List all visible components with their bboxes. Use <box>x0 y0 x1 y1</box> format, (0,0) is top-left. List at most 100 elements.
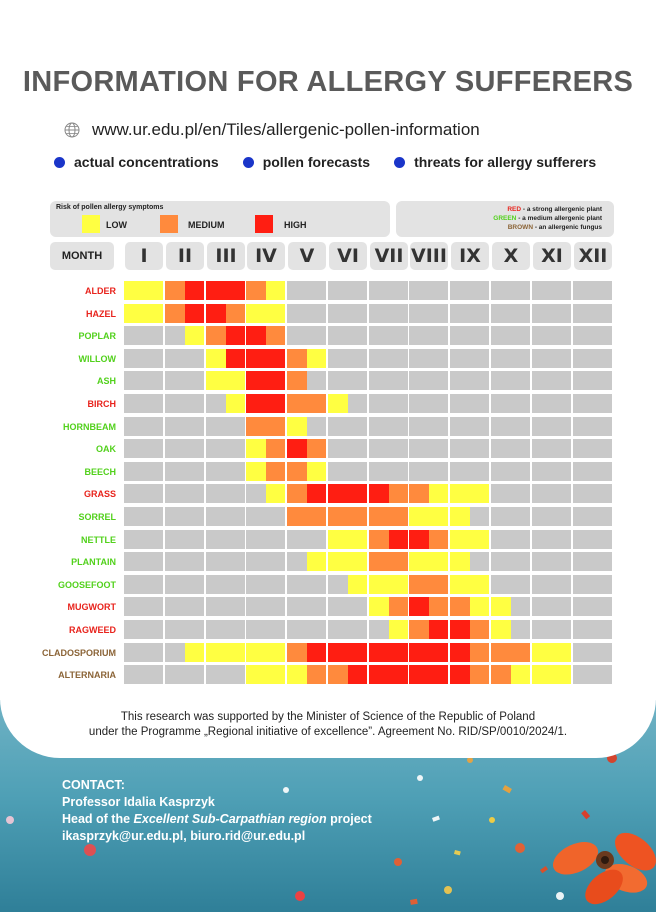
risk-cell <box>144 439 163 458</box>
risk-cell <box>266 507 285 526</box>
risk-cell <box>450 643 470 662</box>
risk-cell <box>266 462 285 481</box>
risk-cell <box>552 552 571 571</box>
risk-cell <box>287 507 307 526</box>
risk-cell <box>450 575 470 594</box>
risk-cell <box>429 326 448 345</box>
contact-emails[interactable]: ikasprzyk@ur.edu.pl, biuro.rid@ur.edu.pl <box>62 829 306 843</box>
risk-cell <box>348 597 367 616</box>
risk-cell <box>389 552 408 571</box>
risk-cell <box>491 417 511 436</box>
month-VI: VI <box>329 242 367 270</box>
risk-cell <box>511 462 530 481</box>
risk-cell <box>511 281 530 300</box>
pollen-label: ALTERNARIA <box>58 670 116 680</box>
link-pollen-forecasts[interactable]: pollen forecasts <box>242 154 370 170</box>
contact-heading: CONTACT: <box>62 778 125 792</box>
risk-cell <box>124 530 144 549</box>
risk-cell <box>287 597 307 616</box>
risk-cell <box>307 530 326 549</box>
website-row[interactable]: www.ur.edu.pl/en/Tiles/allergenic-pollen… <box>64 118 480 142</box>
link-actual-concentrations[interactable]: actual concentrations <box>54 154 219 170</box>
pollen-label: HAZEL <box>86 309 116 319</box>
risk-cell <box>124 643 144 662</box>
risk-cell <box>389 665 408 684</box>
risk-cell <box>348 326 367 345</box>
risk-cell <box>165 281 185 300</box>
pollen-label: BEECH <box>84 467 116 477</box>
risk-cell <box>450 304 470 323</box>
risk-cell <box>573 349 593 368</box>
risk-cell <box>429 349 448 368</box>
risk-cell <box>287 643 307 662</box>
risk-cell <box>165 371 185 390</box>
risk-cell <box>307 507 326 526</box>
risk-cell <box>593 552 612 571</box>
website-url[interactable]: www.ur.edu.pl/en/Tiles/allergenic-pollen… <box>92 120 480 139</box>
risk-cell <box>389 349 408 368</box>
risk-cell <box>593 507 612 526</box>
risk-cell <box>124 575 144 594</box>
risk-cell <box>593 620 612 639</box>
risk-cell <box>491 462 511 481</box>
risk-cell <box>144 394 163 413</box>
risk-cell <box>348 462 367 481</box>
risk-cell <box>369 417 389 436</box>
risk-cell <box>226 439 245 458</box>
risk-cell <box>348 394 367 413</box>
risk-cell <box>206 530 226 549</box>
risk-cell <box>409 394 429 413</box>
risk-cell <box>450 665 470 684</box>
risk-cell <box>144 326 163 345</box>
risk-cell <box>573 281 593 300</box>
risk-cell <box>491 326 511 345</box>
risk-cell <box>246 304 266 323</box>
risk-cell <box>429 552 448 571</box>
risk-cell <box>287 620 307 639</box>
swatch-low-label: LOW <box>106 220 127 230</box>
risk-cell <box>266 281 285 300</box>
risk-cell <box>429 417 448 436</box>
risk-cell <box>429 304 448 323</box>
risk-cell <box>246 643 266 662</box>
risk-cell <box>144 462 163 481</box>
risk-cell <box>369 394 389 413</box>
risk-cell <box>287 349 307 368</box>
risk-cell <box>185 552 204 571</box>
risk-cell <box>532 326 552 345</box>
pollen-label: POPLAR <box>78 331 116 341</box>
pollen-label: BIRCH <box>87 399 117 409</box>
pollen-label: WILLOW <box>78 354 117 364</box>
risk-cell <box>206 439 226 458</box>
risk-cell <box>287 484 307 503</box>
risk-cell <box>470 281 489 300</box>
risk-cell <box>369 371 389 390</box>
risk-cell <box>511 597 530 616</box>
risk-cell <box>429 507 448 526</box>
funding-note: This research was supported by the Minis… <box>0 710 656 740</box>
link-threats[interactable]: threats for allergy sufferers <box>394 154 596 170</box>
risk-cell <box>491 530 511 549</box>
risk-cell <box>307 439 326 458</box>
month-VII: VII <box>370 242 408 270</box>
risk-cell <box>593 462 612 481</box>
risk-cell <box>144 281 163 300</box>
risk-cell <box>124 417 144 436</box>
risk-cell <box>226 417 245 436</box>
risk-cell <box>552 417 571 436</box>
month-header: MONTH <box>50 242 114 270</box>
risk-cell <box>409 462 429 481</box>
risk-cell <box>246 530 266 549</box>
risk-cell <box>369 326 389 345</box>
month-I: I <box>125 242 163 270</box>
risk-cell <box>144 552 163 571</box>
risk-cell <box>573 620 593 639</box>
risk-cell <box>266 484 285 503</box>
risk-cell <box>144 643 163 662</box>
risk-cell <box>144 349 163 368</box>
risk-cell <box>491 507 511 526</box>
risk-cell <box>389 575 408 594</box>
risk-cell <box>429 597 448 616</box>
risk-cell <box>266 643 285 662</box>
risk-cell <box>450 417 470 436</box>
